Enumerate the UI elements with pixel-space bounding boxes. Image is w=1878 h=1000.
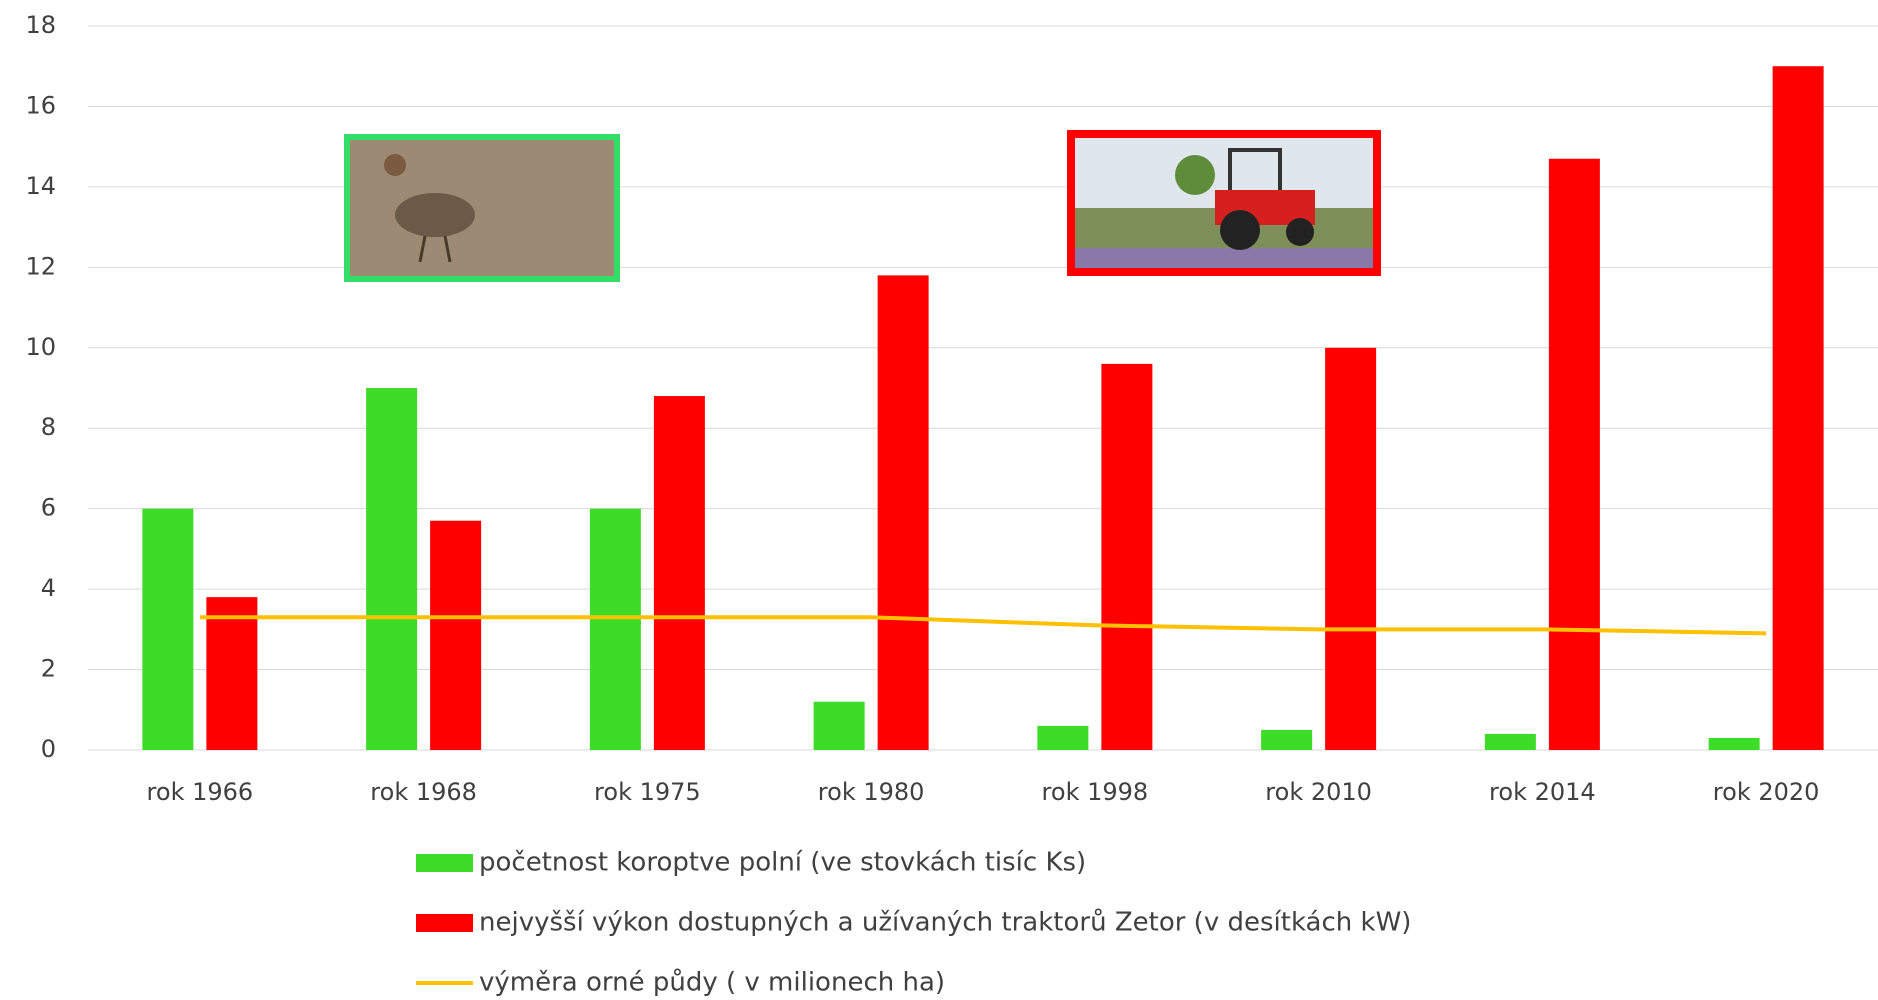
bar — [1101, 364, 1152, 750]
y-tick-label: 6 — [41, 494, 56, 522]
x-tick-label: rok 2020 — [1713, 778, 1820, 806]
y-tick-label: 16 — [25, 91, 56, 119]
bar — [206, 597, 257, 750]
partridge-photo — [347, 137, 617, 279]
x-tick-label: rok 1968 — [370, 778, 477, 806]
x-tick-label: rok 1975 — [594, 778, 701, 806]
bar — [590, 509, 641, 750]
plot: 0 2 4 6 8 10 12 14 16 18 rok 1966 rok 1968 rok 1975 r… — [25, 11, 1878, 998]
bar — [1709, 738, 1760, 750]
x-tick-label: rok 1998 — [1042, 778, 1149, 806]
y-tick-label: 12 — [25, 252, 56, 280]
y-tick-label: 8 — [41, 413, 56, 441]
bar — [1773, 66, 1824, 750]
legend-label: početnost koroptve polní (ve stovkách ti… — [479, 848, 1086, 878]
bar — [878, 275, 929, 750]
x-tick-label: rok 2014 — [1489, 778, 1596, 806]
x-tick-label: rok 2010 — [1265, 778, 1372, 806]
x-tick-label: rok 1966 — [147, 778, 254, 806]
bar — [142, 509, 193, 750]
bar — [1325, 348, 1376, 750]
x-tick-label: rok 1980 — [818, 778, 925, 806]
y-tick-label: 10 — [25, 333, 56, 361]
legend-swatch — [416, 914, 473, 932]
y-tick-label: 14 — [25, 172, 56, 200]
bar — [654, 396, 705, 750]
y-tick-label: 4 — [41, 574, 56, 602]
bar — [366, 388, 417, 750]
bar — [1549, 159, 1600, 750]
bar — [1037, 726, 1088, 750]
legend-label: nejvyšší výkon dostupných a užívaných tr… — [479, 908, 1411, 938]
bar — [430, 521, 481, 750]
legend-label: výměra orné půdy ( v milionech ha) — [479, 968, 945, 998]
y-tick-label: 18 — [25, 11, 56, 39]
bar — [1485, 734, 1536, 750]
bar — [814, 702, 865, 750]
bar — [1261, 730, 1312, 750]
tractor-photo — [1071, 134, 1377, 272]
chart: 0 2 4 6 8 10 12 14 16 18 rok 1966 rok 1968 rok 1975 r… — [0, 0, 1878, 1000]
y-tick-label: 0 — [41, 735, 56, 763]
legend-swatch — [416, 854, 473, 872]
y-tick-label: 2 — [41, 655, 56, 683]
